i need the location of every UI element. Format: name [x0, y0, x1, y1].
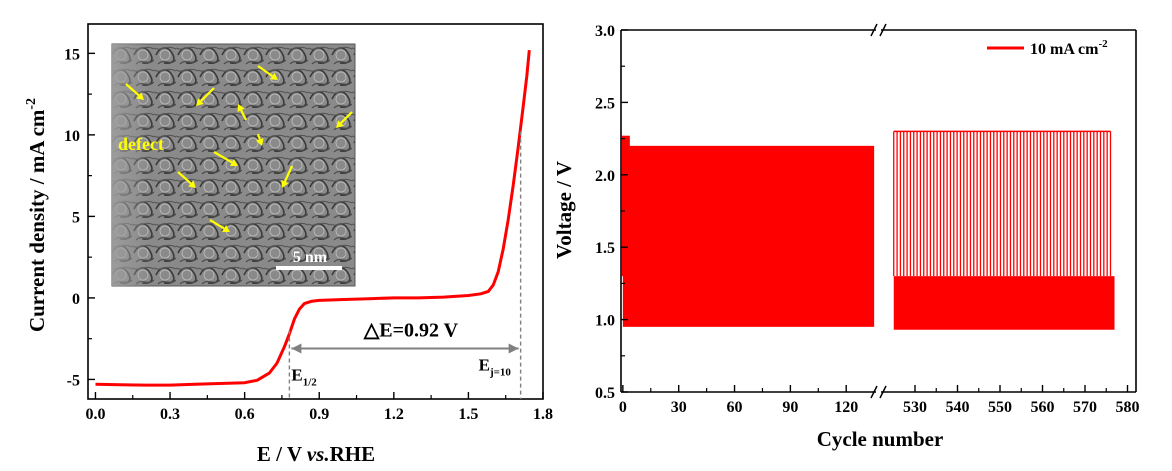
- cycling-ticks: 0.5 1.0 1.5 2.0 2.5 3.0 0 30 60 90 120 530 540 550 560…: [595, 23, 1140, 416]
- defect-arrow-icon: [255, 133, 264, 146]
- cycling-y-tick-label: 1.5: [595, 240, 615, 257]
- defect-arrow-icon: [336, 111, 353, 128]
- lsv-curve: [95, 49, 531, 387]
- cycling-y-tick-label: 1.0: [595, 313, 615, 330]
- cycling-legend: 10 mA cm-2: [987, 38, 1108, 58]
- lsv-y-tick-label: 0: [72, 291, 80, 308]
- defect-arrow-icon: [209, 219, 230, 232]
- lsv-x-tick-label: 0.9: [309, 406, 329, 423]
- lsv-x-tick-label: 1.8: [533, 406, 553, 423]
- defect-arrows: [125, 65, 353, 232]
- delta-e-arrowhead-left: [291, 343, 302, 354]
- cycling-x-tick-label: 30: [671, 399, 687, 416]
- defect-arrow-icon: [257, 65, 278, 80]
- cycling-x-tick-label: 120: [834, 399, 858, 416]
- lsv-x-tick-label: 1.2: [384, 406, 404, 423]
- cycling-x-tick-label: 560: [1031, 399, 1055, 416]
- scale-bar: [276, 266, 342, 270]
- lsv-x-tick-label: 1.5: [458, 406, 478, 423]
- cycling-start-spike: [621, 135, 630, 277]
- lsv-y-tick-label: -5: [67, 372, 80, 389]
- cycling-band-right: [893, 276, 1111, 330]
- cycling-y-tick-label: 0.5: [595, 385, 615, 402]
- e-half-label: E1/2: [291, 365, 317, 388]
- defect-label: defect: [118, 134, 164, 154]
- cycling-x-tick-label: 530: [903, 399, 927, 416]
- defect-arrow-icon: [196, 87, 215, 106]
- lsv-ticks: 0.0 0.3 0.6 0.9 1.2 1.5 1.8 -5 0 5 10 15: [64, 46, 553, 423]
- cycling-traces: [621, 130, 1115, 330]
- lsv-plot-frame: [87, 23, 544, 400]
- cycling-x-axis-label: Cycle number: [817, 427, 944, 451]
- cycling-chart: 0.5 1.0 1.5 2.0 2.5 3.0 0 30 60 90 120 530 540 550 560…: [552, 23, 1140, 451]
- defect-arrow-icon: [213, 151, 238, 166]
- tem-inset: defect 5 nm: [111, 43, 356, 287]
- delta-e-label: △E=0.92 V: [363, 319, 459, 341]
- cycling-x-tick-label: 90: [782, 399, 798, 416]
- lsv-y-tick-label: 5: [72, 209, 80, 226]
- defect-arrow-icon: [125, 83, 144, 100]
- lsv-x-tick-label: 0.6: [235, 406, 255, 423]
- cycling-y-tick-label: 2.5: [595, 95, 615, 112]
- cycling-x-tick-label: 540: [946, 399, 970, 416]
- cycling-y-tick-label: 3.0: [595, 23, 615, 40]
- cycling-x-tick-label: 580: [1116, 399, 1140, 416]
- cycling-y-tick-label: 2.0: [595, 168, 615, 185]
- defect-arrow-icon: [281, 165, 294, 188]
- delta-e-arrowhead-right: [508, 343, 519, 354]
- scale-bar-label: 5 nm: [293, 249, 328, 266]
- cycling-band-left: [622, 145, 875, 327]
- axis-break-mark: [879, 23, 887, 37]
- lsv-y-tick-label: 15: [64, 46, 80, 63]
- defect-arrow-icon: [237, 104, 247, 121]
- cycling-y-axis-label: Voltage / V: [552, 161, 576, 259]
- axis-break-mark: [870, 385, 878, 399]
- lsv-x-axis-label: E / V vs.RHE: [257, 442, 375, 466]
- cycling-x-tick-label: 550: [988, 399, 1012, 416]
- lsv-annotations: △E=0.92 V E1/2 Ej=10: [288, 131, 522, 399]
- cycling-x-tick-label: 570: [1073, 399, 1097, 416]
- lsv-x-tick-label: 0.0: [85, 406, 105, 423]
- axis-break-mark: [870, 23, 878, 37]
- lsv-y-tick-label: 10: [64, 128, 80, 145]
- lsv-x-tick-label: 0.3: [160, 406, 180, 423]
- cycling-end-step: [1110, 276, 1115, 330]
- lsv-y-axis-label: Current density / mA cm-2: [24, 98, 49, 332]
- cycling-x-tick-label: 0: [619, 399, 627, 416]
- e-j10-label: Ej=10: [479, 355, 512, 378]
- cycling-x-tick-label: 60: [727, 399, 743, 416]
- lsv-chart: defect 5 nm 0.0 0.3 0.6 0.9 1.2 1.5 1.8 -5 0 5 10 1…: [24, 23, 553, 466]
- legend-label: 10 mA cm-2: [1030, 38, 1108, 58]
- axis-break-mark: [879, 385, 887, 399]
- defect-arrow-icon: [177, 171, 196, 188]
